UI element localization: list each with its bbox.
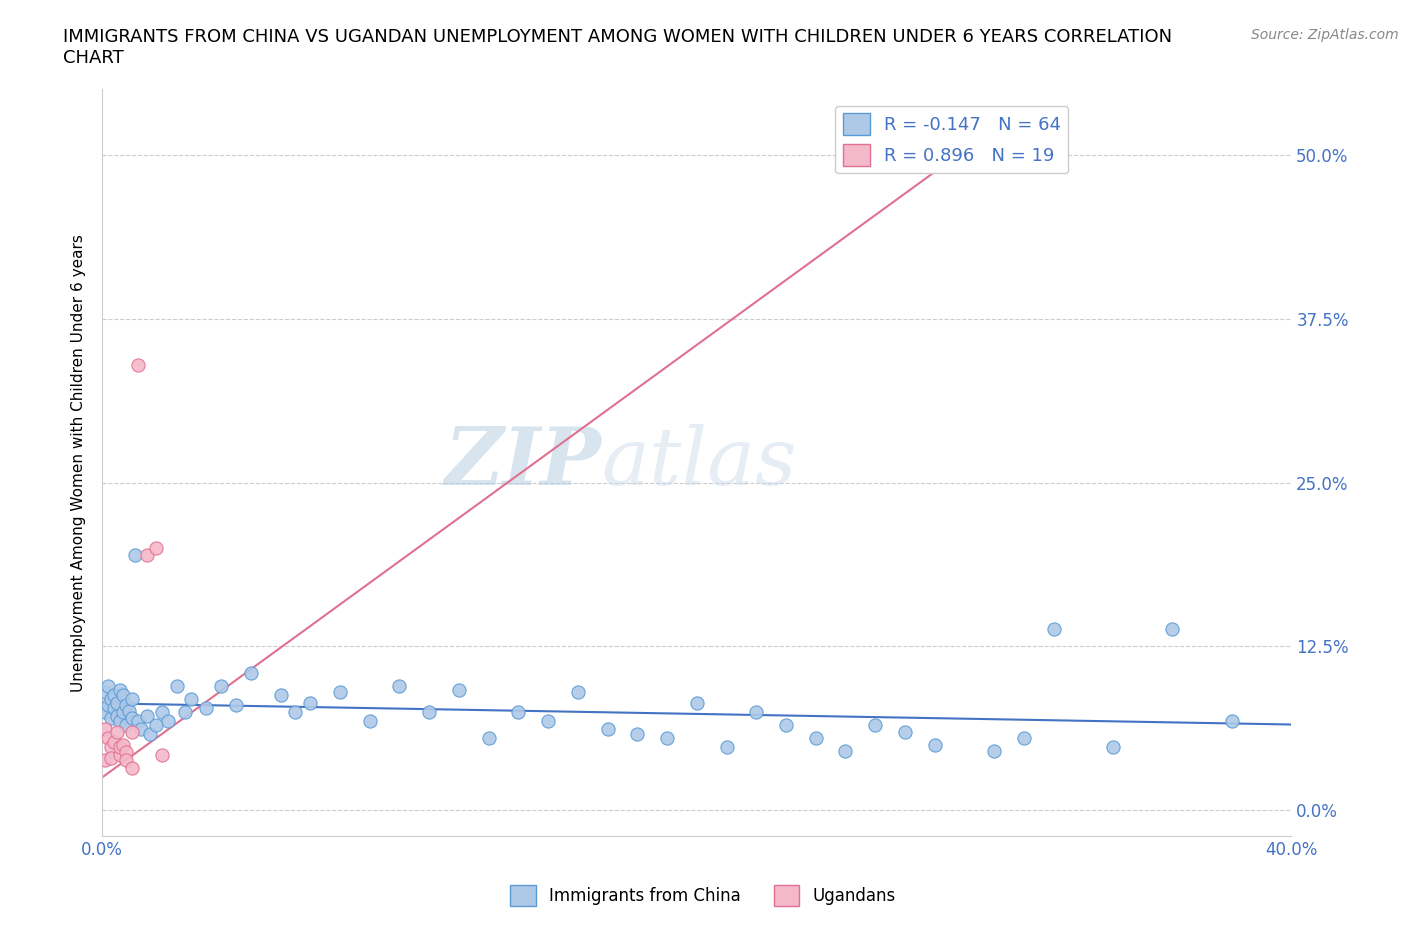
Point	[537, 713, 560, 728]
Point	[225, 698, 247, 712]
Point	[478, 731, 501, 746]
Point	[108, 682, 131, 697]
Point	[124, 547, 146, 562]
Legend: Immigrants from China, Ugandans: Immigrants from China, Ugandans	[503, 879, 903, 912]
Point	[359, 713, 381, 728]
Point	[121, 724, 143, 739]
Point	[129, 722, 152, 737]
Text: atlas: atlas	[602, 424, 797, 501]
Point	[100, 751, 122, 765]
Point	[596, 722, 619, 737]
Point	[127, 713, 149, 728]
Point	[100, 711, 122, 725]
Point	[97, 678, 120, 693]
Point	[655, 731, 678, 746]
Point	[94, 753, 117, 768]
Point	[745, 704, 768, 719]
Point	[1161, 622, 1184, 637]
Point	[111, 737, 134, 752]
Point	[156, 713, 179, 728]
Point	[1220, 713, 1243, 728]
Text: IMMIGRANTS FROM CHINA VS UGANDAN UNEMPLOYMENT AMONG WOMEN WITH CHILDREN UNDER 6 : IMMIGRANTS FROM CHINA VS UGANDAN UNEMPLO…	[63, 28, 1173, 67]
Point	[863, 718, 886, 733]
Point	[97, 698, 120, 712]
Point	[388, 678, 411, 693]
Point	[716, 739, 738, 754]
Point	[209, 678, 232, 693]
Point	[180, 691, 202, 706]
Point	[166, 678, 188, 693]
Point	[105, 696, 128, 711]
Legend: R = -0.147   N = 64, R = 0.896   N = 19: R = -0.147 N = 64, R = 0.896 N = 19	[835, 106, 1069, 173]
Point	[135, 547, 157, 562]
Point	[1042, 622, 1064, 637]
Point	[94, 704, 117, 719]
Point	[94, 684, 117, 699]
Point	[775, 718, 797, 733]
Point	[121, 711, 143, 725]
Point	[418, 704, 440, 719]
Point	[100, 739, 122, 754]
Point	[94, 722, 117, 737]
Point	[329, 684, 352, 699]
Y-axis label: Unemployment Among Women with Children Under 6 years: Unemployment Among Women with Children U…	[72, 234, 86, 692]
Point	[508, 704, 530, 719]
Point	[924, 737, 946, 752]
Point	[150, 748, 173, 763]
Point	[145, 540, 167, 555]
Point	[103, 735, 125, 750]
Point	[139, 726, 162, 741]
Point	[834, 744, 856, 759]
Point	[195, 700, 218, 715]
Point	[100, 691, 122, 706]
Point	[103, 687, 125, 702]
Point	[983, 744, 1005, 759]
Point	[145, 718, 167, 733]
Point	[115, 745, 138, 760]
Point	[135, 709, 157, 724]
Point	[299, 696, 322, 711]
Point	[108, 748, 131, 763]
Point	[121, 691, 143, 706]
Point	[239, 665, 262, 680]
Point	[103, 700, 125, 715]
Point	[284, 704, 307, 719]
Point	[115, 698, 138, 712]
Point	[108, 739, 131, 754]
Point	[686, 696, 709, 711]
Point	[174, 704, 197, 719]
Point	[804, 731, 827, 746]
Point	[447, 682, 470, 697]
Point	[118, 703, 141, 718]
Point	[127, 357, 149, 372]
Point	[108, 713, 131, 728]
Point	[105, 724, 128, 739]
Point	[115, 718, 138, 733]
Point	[150, 704, 173, 719]
Point	[97, 731, 120, 746]
Point	[111, 687, 134, 702]
Point	[1012, 731, 1035, 746]
Point	[270, 687, 292, 702]
Point	[894, 724, 917, 739]
Point	[567, 684, 589, 699]
Point	[105, 709, 128, 724]
Point	[121, 761, 143, 776]
Point	[115, 753, 138, 768]
Text: ZIP: ZIP	[444, 424, 602, 501]
Point	[111, 704, 134, 719]
Text: Source: ZipAtlas.com: Source: ZipAtlas.com	[1251, 28, 1399, 42]
Point	[1102, 739, 1125, 754]
Point	[626, 726, 648, 741]
Point	[967, 134, 990, 149]
